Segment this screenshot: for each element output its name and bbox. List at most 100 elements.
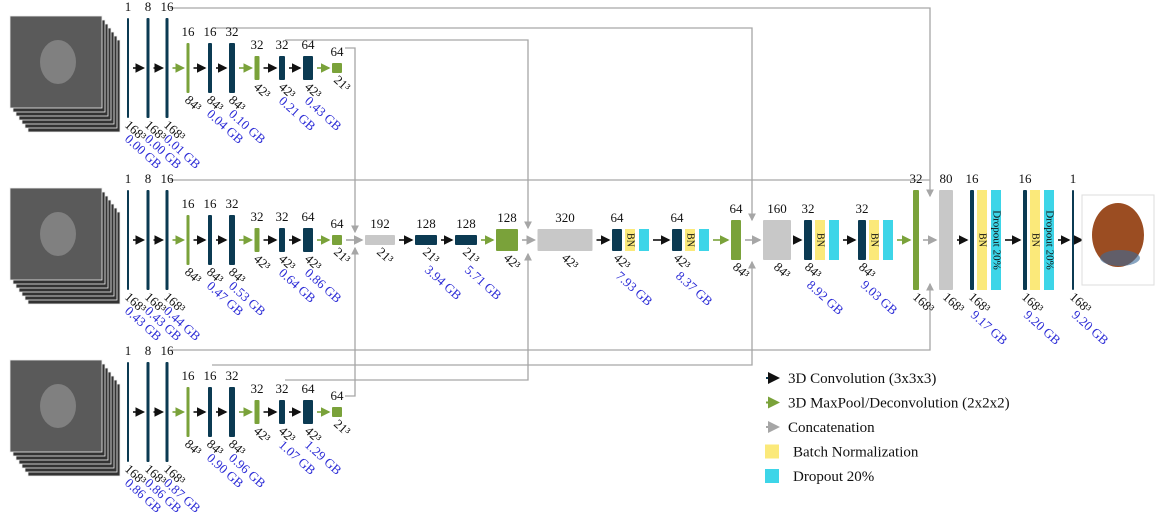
legend-label: Concatenation (788, 420, 875, 436)
layer-block (672, 229, 682, 251)
channel-label: 192 (370, 216, 390, 231)
layer-block (303, 56, 313, 80)
image-detail (40, 384, 76, 428)
channel-label: 32 (251, 209, 264, 224)
legend-label: 3D Convolution (3x3x3) (788, 371, 936, 387)
channel-label: 320 (555, 210, 575, 225)
dropout (829, 220, 839, 260)
dropout (699, 229, 709, 251)
channel-label: 32 (276, 209, 289, 224)
channel-label: 64 (611, 210, 625, 225)
channel-label: 16 (161, 0, 175, 14)
channel-label: 1 (125, 171, 132, 186)
dropout-label: Dropout 20% (1043, 210, 1055, 270)
legend-label: 3D MaxPool/Deconvolution (2x2x2) (788, 396, 1010, 412)
layer-block (208, 215, 212, 265)
bn-label: BN (977, 233, 988, 247)
layer-block (187, 43, 190, 93)
channel-label: 64 (331, 216, 345, 231)
memory-label: 9.03 GB (858, 277, 901, 318)
channel-label: 16 (182, 24, 196, 39)
layer-block (208, 43, 212, 93)
layer-block (147, 362, 150, 462)
size-label: 21³ (331, 72, 354, 95)
memory-label: 8.92 GB (804, 277, 847, 318)
channel-label: 64 (302, 37, 316, 52)
channel-label: 32 (856, 201, 869, 216)
size-label: 42³ (251, 423, 274, 446)
channel-label: 80 (940, 171, 953, 186)
channel-label: 16 (204, 196, 218, 211)
channel-label: 16 (182, 368, 196, 383)
channel-label: 128 (456, 216, 476, 231)
bn-label: BN (815, 233, 826, 247)
layer-block (208, 387, 212, 437)
layer-block (279, 56, 285, 80)
size-label: 84³ (182, 436, 205, 459)
layer-block (166, 190, 169, 290)
channel-label: 64 (302, 381, 316, 396)
layer-block (127, 190, 129, 290)
memory-label: 9.20 GB (1069, 307, 1112, 348)
layer-block (858, 220, 866, 260)
memory-label: 8.37 GB (673, 268, 716, 309)
channel-label: 16 (204, 24, 218, 39)
layer-block (166, 362, 169, 462)
layer-block (970, 190, 974, 290)
layer-block (255, 400, 260, 424)
layer-block (127, 362, 129, 462)
channel-label: 16 (966, 171, 980, 186)
memory-label: 5.71 GB (462, 262, 505, 303)
size-label: 168³ (940, 289, 968, 316)
size-label: 168³ (910, 289, 938, 316)
size-label: 84³ (182, 264, 205, 287)
layer-block (804, 220, 812, 260)
dropout-label: Dropout 20% (990, 210, 1002, 270)
unet-diagram: 1168³8168³16168³1684³1684³3284³3242³3242… (0, 0, 1158, 523)
legend-label: Dropout 20% (793, 469, 874, 485)
channel-label: 64 (331, 388, 345, 403)
bn-label: BN (1030, 233, 1041, 247)
layer-block (166, 18, 169, 118)
channel-label: 16 (161, 343, 175, 358)
channel-label: 32 (276, 37, 289, 52)
layer-block (229, 215, 235, 265)
layer-block (612, 229, 622, 251)
layer-block (763, 220, 791, 260)
layer-block (147, 18, 150, 118)
image-detail (40, 40, 76, 84)
input-image (10, 360, 120, 476)
legend-swatch (765, 469, 779, 483)
layer-block (913, 190, 919, 290)
channel-label: 8 (145, 0, 152, 14)
layer-block (127, 18, 129, 118)
channel-label: 16 (161, 171, 175, 186)
input-image (10, 188, 120, 304)
layer-block (279, 228, 285, 252)
channel-label: 64 (302, 209, 316, 224)
layer-block (365, 235, 395, 245)
size-label: 42³ (559, 250, 582, 273)
layer-block (187, 215, 190, 265)
layer-block (147, 190, 150, 290)
channel-label: 32 (802, 201, 815, 216)
channel-label: 64 (730, 201, 744, 216)
channel-label: 16 (1019, 171, 1033, 186)
memory-label: 3.94 GB (422, 262, 465, 303)
channel-label: 8 (145, 171, 152, 186)
layer-block (731, 220, 741, 260)
channel-label: 16 (204, 368, 218, 383)
image-detail (40, 212, 76, 256)
layer-block (187, 387, 190, 437)
channel-label: 32 (910, 171, 923, 186)
size-label: 84³ (182, 92, 205, 115)
channel-label: 160 (767, 201, 787, 216)
memory-label: 9.17 GB (968, 307, 1011, 348)
layer-block (939, 190, 953, 290)
channel-label: 32 (276, 381, 289, 396)
layer-block (303, 228, 313, 252)
channel-label: 16 (182, 196, 196, 211)
channel-label: 32 (251, 37, 264, 52)
size-label: 21³ (331, 244, 354, 267)
channel-label: 1 (125, 0, 132, 14)
